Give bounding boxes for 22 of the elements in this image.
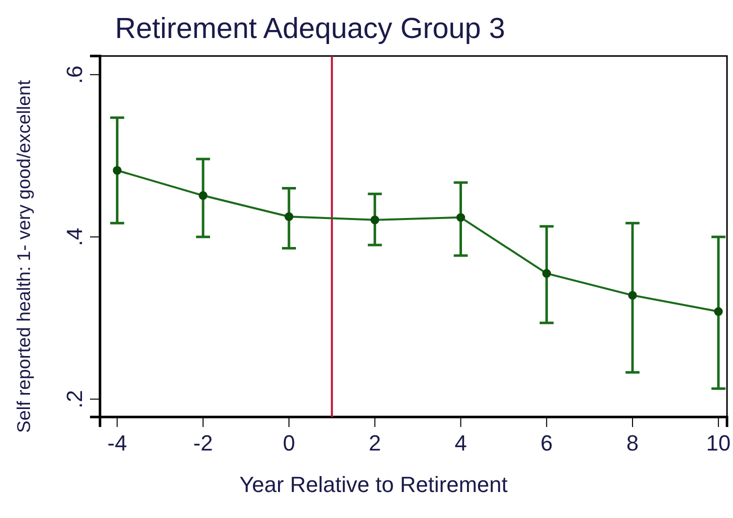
- x-tick-label: 10: [706, 430, 731, 456]
- x-tick-label: -4: [107, 430, 127, 456]
- chart-title: Retirement Adequacy Group 3: [115, 13, 506, 45]
- x-tick-label: 0: [282, 430, 296, 456]
- point: [542, 269, 551, 278]
- x-tick-label: -2: [193, 430, 213, 456]
- y-axis-title: Self reported health: 1- very good/excellent: [13, 80, 34, 433]
- x-tick-label: 8: [626, 430, 639, 456]
- y-tick-label: .4: [62, 228, 87, 246]
- point: [456, 213, 466, 222]
- x-axis-title: Year Relative to Retirement: [239, 472, 508, 497]
- x-tick-label: 6: [540, 430, 553, 456]
- point: [370, 216, 380, 224]
- point: [284, 212, 294, 221]
- point: [112, 166, 122, 175]
- y-tick-label: .2: [62, 390, 87, 408]
- point: [198, 191, 208, 200]
- x-tick-label: 2: [368, 430, 381, 456]
- y-tick-label: .6: [62, 65, 87, 84]
- point: [714, 307, 723, 316]
- x-tick-label: 4: [454, 430, 467, 456]
- point: [628, 290, 637, 300]
